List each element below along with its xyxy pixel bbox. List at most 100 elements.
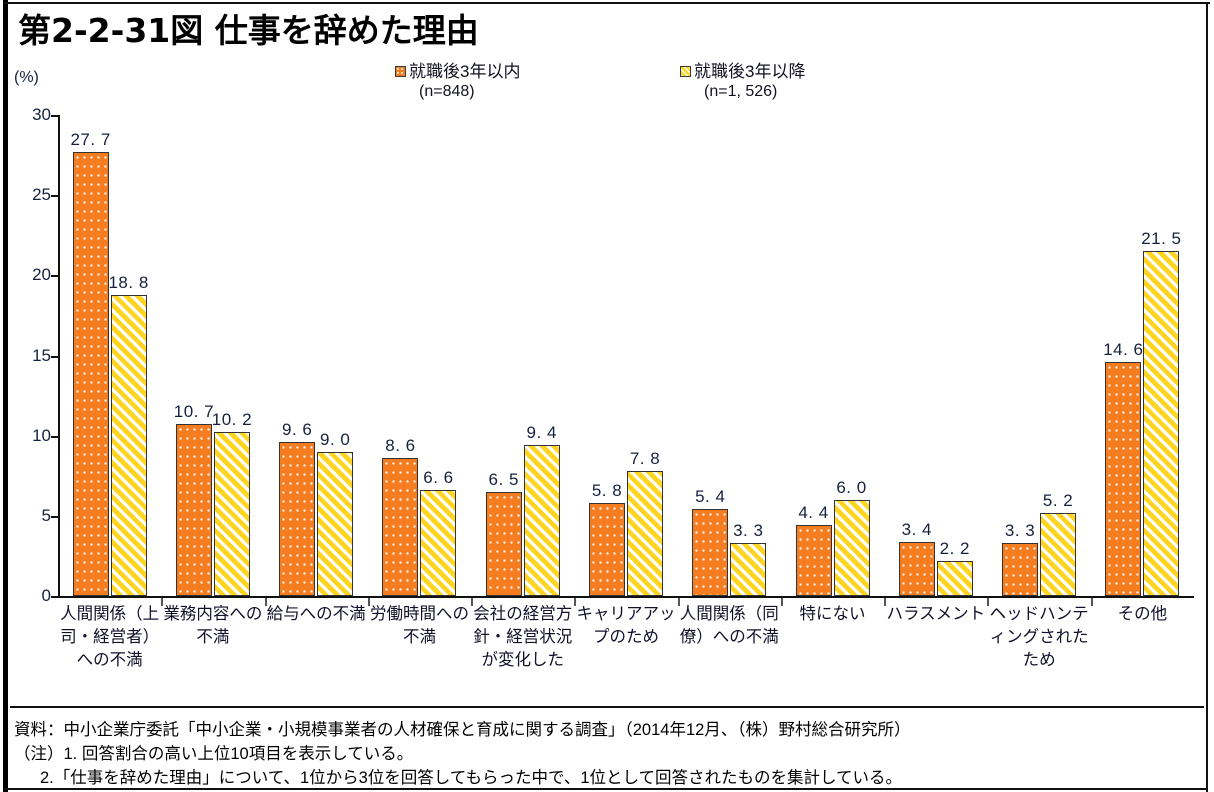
x-axis-tick xyxy=(161,598,164,606)
bar-within-3-years[interactable]: 5. 8 xyxy=(589,481,625,596)
x-axis-category-label: 人間関係（同僚）への不満 xyxy=(679,605,779,646)
figure-notes: 資料：中小企業庁委託「中小企業・小規模事業者の人材確保と育成に関する調査」（20… xyxy=(14,718,1199,790)
bar-value-label: 8. 6 xyxy=(385,436,416,456)
bar-value-label: 9. 6 xyxy=(281,420,313,440)
bar-within-3-years[interactable]: 14. 6 xyxy=(1103,340,1143,596)
bar-group: 4. 4 6. 0 xyxy=(795,115,870,596)
chart-legend: 就職後3年以内 (n=848) 就職後3年以降 (n=1, 526) xyxy=(395,62,915,108)
frame-left-border xyxy=(3,0,8,792)
x-axis-tick xyxy=(780,598,783,606)
frame-top-border xyxy=(3,2,1210,4)
x-axis-tick xyxy=(987,598,990,606)
x-axis-category-label: ヘッドハンティングされたため xyxy=(989,605,1089,669)
bar-after-3-years[interactable]: 6. 6 xyxy=(420,468,457,596)
legend-n-1: (n=1, 526) xyxy=(704,83,778,100)
legend-swatch-yellow-icon xyxy=(680,66,691,77)
bar-value-label: 10. 2 xyxy=(211,410,253,430)
x-axis-tick xyxy=(367,598,370,606)
bar-after-3-years[interactable]: 6. 0 xyxy=(833,478,870,596)
y-axis-tick-label: 30 xyxy=(32,105,51,124)
y-axis-tick xyxy=(51,195,58,198)
figure-title: 第2-2-31図 仕事を辞めた理由 xyxy=(18,11,479,50)
bar-value-label: 3. 4 xyxy=(901,519,932,539)
x-axis-tick xyxy=(471,598,474,606)
bar-group: 27. 7 18. 8 xyxy=(70,115,148,596)
y-axis-tick-label: 5 xyxy=(41,505,51,525)
legend-n-0: (n=848) xyxy=(419,83,475,100)
bar-within-3-years[interactable]: 27. 7 xyxy=(70,130,110,596)
x-axis-category-label: 給与への不満 xyxy=(266,605,366,623)
y-axis-tick xyxy=(51,275,58,278)
bar-within-3-years[interactable]: 4. 4 xyxy=(795,503,832,596)
bar-value-label: 4. 4 xyxy=(798,503,829,523)
bar-group: 3. 3 5. 2 xyxy=(1002,115,1077,596)
bar-value-label: 27. 7 xyxy=(70,129,111,149)
x-axis-category-label: その他 xyxy=(1117,605,1168,623)
legend-label-0: 就職後3年以内 xyxy=(409,62,521,81)
y-axis-tick xyxy=(51,435,58,438)
bar-within-3-years[interactable]: 6. 5 xyxy=(485,470,522,596)
note-source: 資料：中小企業庁委託「中小企業・小規模事業者の人材確保と育成に関する調査」（20… xyxy=(14,721,911,739)
bar-after-3-years[interactable]: 9. 0 xyxy=(317,430,354,596)
x-axis-category-label: 労働時間への不満 xyxy=(369,605,469,646)
legend-label-1: 就職後3年以降 xyxy=(694,62,806,81)
note-1: （注）1. 回答割合の高い上位10項目を表示している。 xyxy=(14,745,414,763)
bar-value-label: 6. 5 xyxy=(488,469,519,489)
bar-value-label: 6. 6 xyxy=(423,468,454,488)
x-axis-category-label: 特にない xyxy=(799,605,866,623)
x-axis-tick xyxy=(1090,598,1093,606)
bar-value-label: 18. 8 xyxy=(108,272,149,292)
frame-right-border xyxy=(1206,2,1208,792)
bar-value-label: 5. 2 xyxy=(1042,490,1074,510)
bar-after-3-years[interactable]: 10. 2 xyxy=(212,410,252,596)
legend-item-after-3-years: 就職後3年以降 (n=1, 526) xyxy=(680,62,910,102)
y-axis-tick xyxy=(51,355,58,358)
x-axis-category-label: 業務内容への不満 xyxy=(163,605,263,646)
bar-value-label: 10. 7 xyxy=(173,402,215,422)
y-axis-tick xyxy=(51,515,58,518)
bar-after-3-years[interactable]: 21. 5 xyxy=(1141,229,1181,596)
bar-after-3-years[interactable]: 3. 3 xyxy=(730,521,767,596)
bar-within-3-years[interactable]: 9. 6 xyxy=(279,420,316,596)
y-axis-tick-label: 15 xyxy=(32,345,51,365)
y-axis-tick xyxy=(51,115,58,117)
x-axis-category-labels: 人間関係（上司・経営者）への不満 業務内容への不満 給与への不満 労働時間への不満 会社… xyxy=(58,603,1194,688)
bar-within-3-years[interactable]: 3. 4 xyxy=(898,520,935,596)
y-axis-line xyxy=(58,115,60,598)
x-axis-category-label: キャリアアップのため xyxy=(576,605,676,646)
x-axis-tick xyxy=(264,598,267,606)
y-axis-tick-label: 25 xyxy=(32,185,51,205)
bar-value-label: 3. 3 xyxy=(1004,521,1036,541)
bar-within-3-years[interactable]: 10. 7 xyxy=(174,402,214,596)
bar-within-3-years[interactable]: 8. 6 xyxy=(382,436,419,596)
bar-value-label: 21. 5 xyxy=(1141,229,1182,249)
x-axis-tick xyxy=(884,598,887,606)
bar-group: 5. 8 7. 8 xyxy=(589,115,663,596)
x-axis-line xyxy=(58,596,1194,598)
y-axis-tick-label: 0 xyxy=(41,586,51,605)
bar-within-3-years[interactable]: 5. 4 xyxy=(692,487,729,596)
bar-value-label: 5. 8 xyxy=(591,481,623,501)
x-axis-tick xyxy=(677,598,680,606)
bar-group: 9. 6 9. 0 xyxy=(279,115,354,596)
x-axis-category-label: ハラスメント xyxy=(886,605,986,623)
bar-after-3-years[interactable]: 7. 8 xyxy=(627,449,663,596)
x-axis-category-label: 会社の経営方針・経営状況が変化した xyxy=(473,605,573,669)
bar-group: 6. 5 9. 4 xyxy=(485,115,560,596)
bar-within-3-years[interactable]: 3. 3 xyxy=(1002,521,1039,596)
bar-value-label: 3. 3 xyxy=(733,521,764,541)
y-axis-tick-label: 20 xyxy=(32,265,51,285)
y-axis-unit-label: (%) xyxy=(14,69,39,86)
bar-after-3-years[interactable]: 9. 4 xyxy=(523,423,560,596)
bar-value-label: 5. 4 xyxy=(695,487,726,507)
bar-value-label: 6. 0 xyxy=(836,477,867,497)
chart-plot-area: 0 5 10 15 20 25 30 27. 7 18. 8 10. 7 10. 2 9. 6 9. … xyxy=(32,105,1194,606)
bar-after-3-years[interactable]: 5. 2 xyxy=(1040,491,1077,596)
bar-group: 10. 7 10. 2 xyxy=(174,115,252,596)
bar-value-label: 2. 2 xyxy=(939,538,970,558)
bar-after-3-years[interactable]: 18. 8 xyxy=(108,273,148,596)
x-axis-category-label: 人間関係（上司・経営者）への不満 xyxy=(60,605,160,669)
bar-group: 3. 4 2. 2 xyxy=(898,115,973,596)
bar-after-3-years[interactable]: 2. 2 xyxy=(936,539,973,596)
